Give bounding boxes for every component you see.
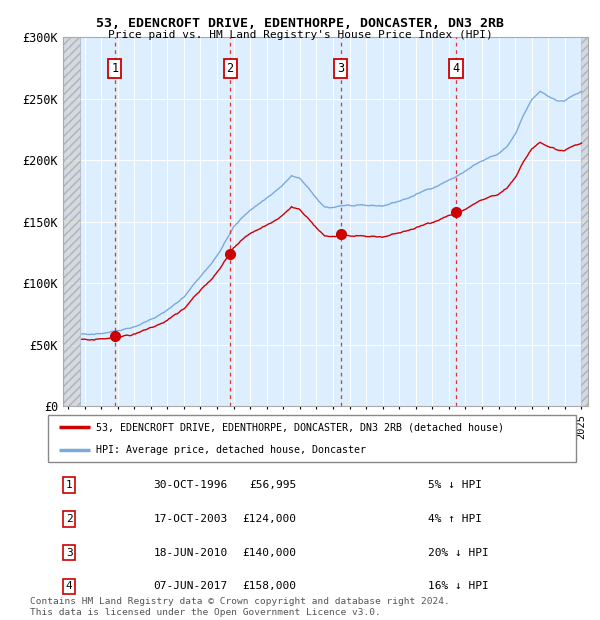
FancyBboxPatch shape <box>48 415 576 462</box>
Text: 53, EDENCROFT DRIVE, EDENTHORPE, DONCASTER, DN3 2RB: 53, EDENCROFT DRIVE, EDENTHORPE, DONCAST… <box>96 17 504 30</box>
Text: 20% ↓ HPI: 20% ↓ HPI <box>428 547 489 557</box>
Text: 16% ↓ HPI: 16% ↓ HPI <box>428 582 489 591</box>
Text: 4: 4 <box>452 62 460 75</box>
Text: 4% ↑ HPI: 4% ↑ HPI <box>428 514 482 524</box>
Text: 2: 2 <box>66 514 73 524</box>
Text: 17-OCT-2003: 17-OCT-2003 <box>154 514 228 524</box>
Text: 1: 1 <box>66 480 73 490</box>
Text: Price paid vs. HM Land Registry's House Price Index (HPI): Price paid vs. HM Land Registry's House … <box>107 30 493 40</box>
Text: 2: 2 <box>227 62 233 75</box>
Text: 07-JUN-2017: 07-JUN-2017 <box>154 582 228 591</box>
Text: 4: 4 <box>66 582 73 591</box>
Text: £124,000: £124,000 <box>242 514 296 524</box>
Text: £56,995: £56,995 <box>249 480 296 490</box>
Text: £158,000: £158,000 <box>242 582 296 591</box>
Text: 18-JUN-2010: 18-JUN-2010 <box>154 547 228 557</box>
Text: 5% ↓ HPI: 5% ↓ HPI <box>428 480 482 490</box>
Text: 3: 3 <box>337 62 344 75</box>
Text: 1: 1 <box>111 62 118 75</box>
Text: 30-OCT-1996: 30-OCT-1996 <box>154 480 228 490</box>
Text: HPI: Average price, detached house, Doncaster: HPI: Average price, detached house, Donc… <box>95 445 365 455</box>
Text: £140,000: £140,000 <box>242 547 296 557</box>
Text: 3: 3 <box>66 547 73 557</box>
Text: 53, EDENCROFT DRIVE, EDENTHORPE, DONCASTER, DN3 2RB (detached house): 53, EDENCROFT DRIVE, EDENTHORPE, DONCAST… <box>95 422 503 432</box>
Bar <box>581 37 588 406</box>
Text: Contains HM Land Registry data © Crown copyright and database right 2024.
This d: Contains HM Land Registry data © Crown c… <box>30 598 450 617</box>
Bar <box>63 37 80 406</box>
